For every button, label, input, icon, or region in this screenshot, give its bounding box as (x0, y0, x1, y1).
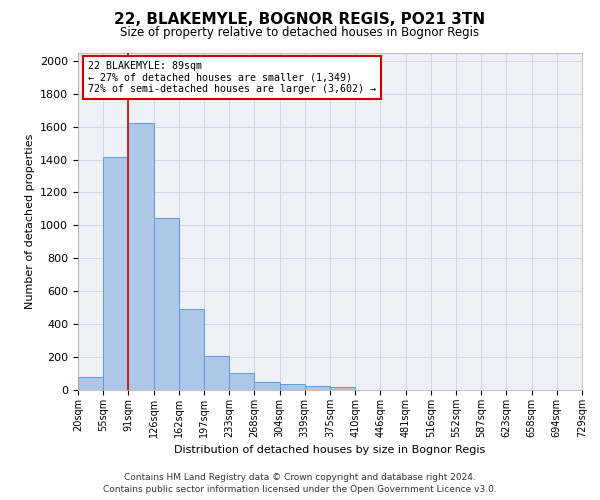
Bar (78, 377, 103, 390)
Bar (103, 157, 128, 390)
Bar (204, 356, 229, 390)
Bar (179, 310, 204, 390)
Bar (128, 124, 154, 390)
Bar (305, 386, 330, 390)
Bar (229, 372, 254, 390)
Text: Contains HM Land Registry data © Crown copyright and database right 2024.
Contai: Contains HM Land Registry data © Crown c… (103, 472, 497, 494)
Y-axis label: Number of detached properties: Number of detached properties (25, 134, 35, 309)
Text: Size of property relative to detached houses in Bognor Regis: Size of property relative to detached ho… (121, 26, 479, 39)
Bar (280, 384, 305, 390)
Bar (154, 218, 179, 390)
X-axis label: Distribution of detached houses by size in Bognor Regis: Distribution of detached houses by size … (175, 446, 485, 456)
Text: 22, BLAKEMYLE, BOGNOR REGIS, PO21 3TN: 22, BLAKEMYLE, BOGNOR REGIS, PO21 3TN (115, 12, 485, 28)
Text: 22 BLAKEMYLE: 89sqm
← 27% of detached houses are smaller (1,349)
72% of semi-det: 22 BLAKEMYLE: 89sqm ← 27% of detached ho… (88, 60, 376, 94)
Bar (254, 382, 280, 390)
Bar (330, 387, 355, 390)
